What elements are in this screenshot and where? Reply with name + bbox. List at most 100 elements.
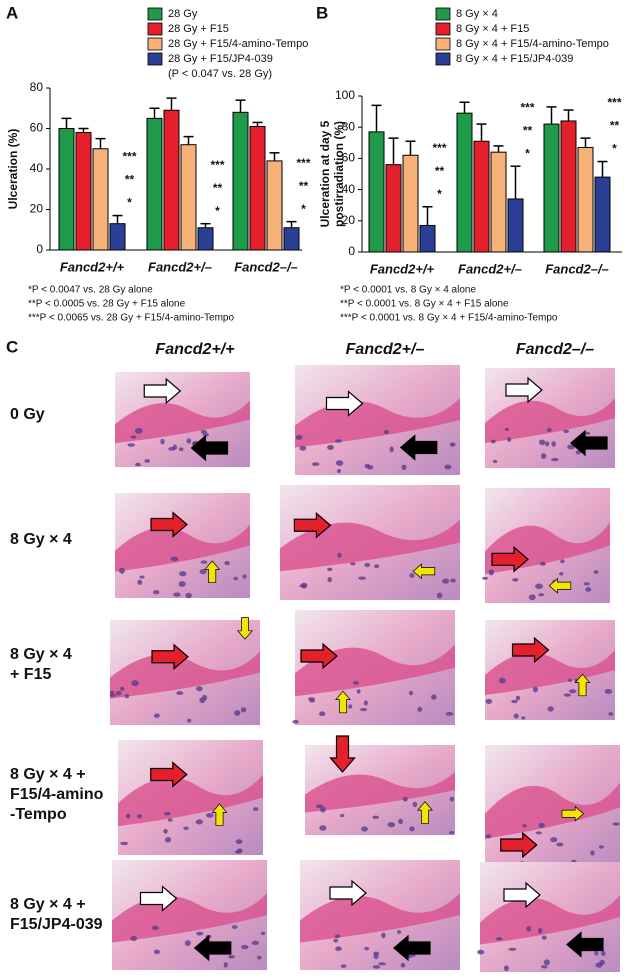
nucleus: [127, 443, 136, 447]
arrow: [561, 805, 585, 822]
nucleus: [449, 831, 455, 835]
significance: *: [612, 142, 617, 156]
nucleus: [538, 822, 545, 828]
nucleus: [556, 842, 564, 847]
epithelium: [110, 651, 260, 699]
histology-image: [112, 860, 267, 970]
nucleus: [361, 826, 368, 832]
nucleus: [492, 459, 498, 464]
nucleus: [608, 712, 614, 716]
nucleus: [417, 706, 423, 712]
nucleus: [196, 931, 204, 936]
nucleus: [538, 593, 545, 597]
significance: *: [127, 196, 132, 210]
arrow: [505, 376, 543, 404]
nucleus: [358, 576, 366, 580]
arrow: [204, 560, 221, 583]
y-tick-label: 40: [30, 161, 44, 175]
nucleus: [583, 582, 590, 586]
bar: [402, 154, 419, 253]
nucleus: [485, 834, 492, 839]
nucleus: [550, 836, 558, 843]
nucleus: [153, 949, 161, 955]
arrow: [511, 636, 550, 664]
nucleus: [119, 686, 125, 691]
nucleus: [352, 681, 359, 685]
nucleus: [167, 818, 173, 822]
nucleus: [546, 427, 552, 433]
nucleus: [300, 582, 308, 589]
nucleus: [153, 713, 160, 718]
y-axis-label: Ulceration at day 5: [318, 120, 332, 227]
legend-swatch: [147, 22, 163, 36]
nucleus: [164, 837, 172, 843]
bar: [266, 160, 283, 251]
nucleus: [183, 826, 189, 830]
nucleus: [547, 706, 554, 712]
nucleus: [320, 806, 326, 813]
legend-swatch: [435, 22, 451, 36]
nucleus: [151, 925, 159, 931]
nucleus: [240, 707, 247, 713]
nucleus: [199, 697, 206, 704]
legend-label: 8 Gy × 4 + F15: [456, 23, 529, 35]
bar: [560, 120, 577, 253]
nucleus: [449, 442, 456, 447]
nucleus: [598, 845, 604, 849]
nucleus: [604, 689, 613, 695]
arrow: [393, 934, 431, 962]
arrow: [143, 377, 182, 405]
y-tick-label: 80: [30, 80, 44, 94]
arrow: [329, 735, 356, 773]
nucleus: [120, 841, 129, 846]
epithelium: [300, 893, 460, 943]
footnote: *P < 0.0001 vs. 8 Gy × 4 alone: [340, 285, 476, 296]
histology-image: [482, 488, 610, 603]
nucleus: [488, 569, 495, 576]
nucleus: [224, 560, 230, 566]
nucleus: [575, 450, 581, 455]
nucleus: [186, 438, 192, 444]
nucleus: [130, 935, 138, 941]
nucleus: [490, 439, 496, 444]
epithelium: [112, 893, 267, 943]
nucleus: [450, 578, 456, 583]
nucleus: [364, 562, 371, 568]
arrow: [211, 803, 228, 826]
nucleus: [356, 689, 361, 694]
nucleus: [442, 578, 450, 584]
bar: [490, 151, 507, 253]
y-tick-label: 40: [342, 182, 356, 196]
significance: ***: [296, 156, 310, 170]
nucleus: [401, 464, 407, 471]
bar: [473, 140, 490, 253]
nucleus: [327, 444, 334, 451]
significance: *: [525, 146, 530, 160]
nucleus: [260, 931, 266, 935]
x-tick-label: Fancd2+/+: [60, 259, 125, 274]
arrow: [574, 673, 591, 697]
nucleus: [195, 686, 203, 692]
nucleus: [199, 568, 207, 575]
nucleus: [372, 815, 380, 819]
nucleus: [535, 831, 542, 835]
nucleus: [541, 453, 547, 459]
legend-label: 28 Gy: [168, 8, 198, 20]
histology-image: [295, 365, 460, 475]
nucleus: [563, 693, 572, 697]
nucleus: [408, 690, 414, 696]
nucleus: [136, 814, 143, 819]
nucleus: [563, 429, 569, 433]
nucleus: [137, 579, 143, 585]
y-tick-label: 0: [348, 244, 355, 258]
significance: **: [435, 164, 445, 178]
legend-swatch: [147, 7, 163, 21]
nucleus: [397, 930, 402, 934]
nucleus: [205, 813, 214, 818]
significance: ***: [607, 96, 621, 110]
arrow: [193, 934, 232, 962]
epithelium: [480, 895, 620, 945]
x-tick-label: Fancd2+/+: [370, 261, 435, 276]
bar: [109, 223, 126, 251]
nucleus: [295, 434, 303, 441]
